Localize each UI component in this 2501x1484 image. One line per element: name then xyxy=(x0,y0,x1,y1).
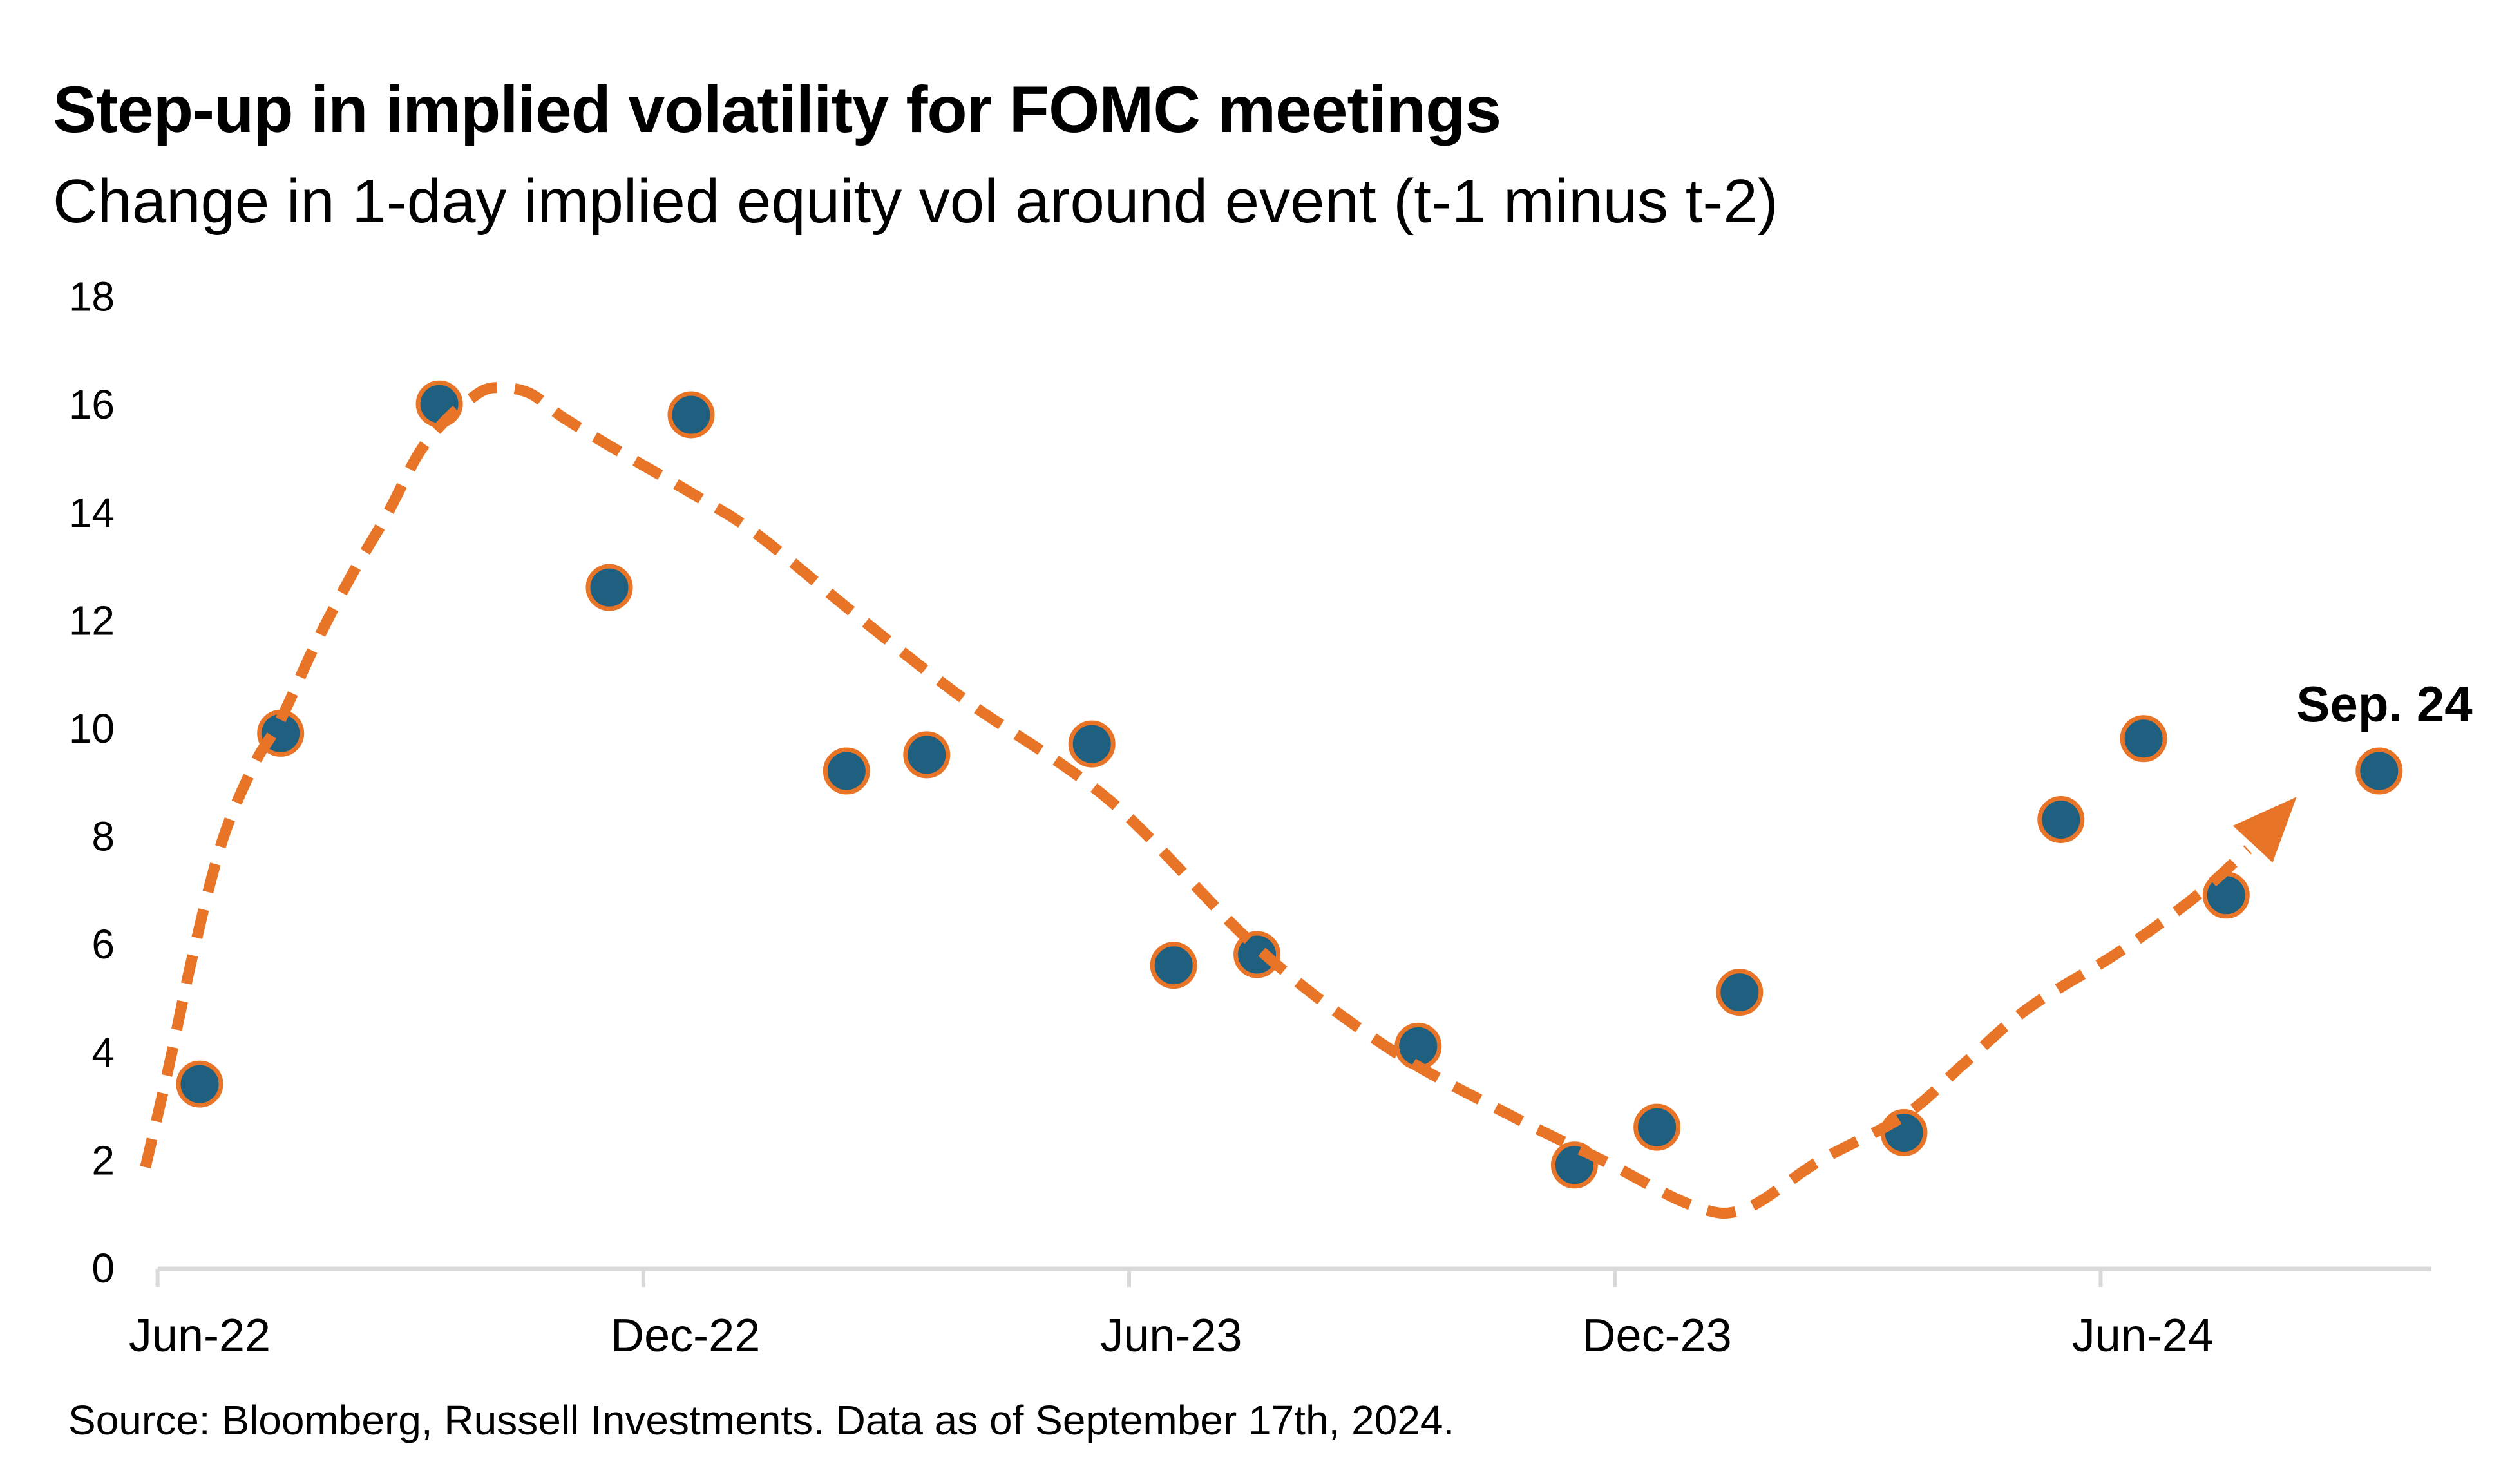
data-points xyxy=(176,380,2403,1189)
y-tick-label: 14 xyxy=(69,490,115,536)
dashed-trendline xyxy=(140,381,2297,1219)
data-point xyxy=(2037,796,2085,843)
trend-arrowhead-icon xyxy=(2232,797,2297,863)
y-tick-label: 6 xyxy=(91,921,115,967)
data-point xyxy=(1068,720,1116,768)
annotation-sep-24: Sep. 24 xyxy=(2296,676,2473,732)
data-point xyxy=(823,747,870,795)
x-tick-label: Jun-24 xyxy=(2072,1310,2214,1362)
data-point xyxy=(1233,931,1281,978)
data-point xyxy=(903,731,951,779)
x-tick-label: Dec-23 xyxy=(1583,1310,1732,1362)
data-point xyxy=(1716,969,1764,1016)
y-tick-label: 0 xyxy=(91,1245,115,1291)
data-point xyxy=(1633,1103,1681,1151)
y-tick-label: 4 xyxy=(91,1029,115,1076)
data-point xyxy=(176,1060,223,1108)
y-tick-label: 2 xyxy=(91,1137,115,1183)
x-tick-label: Jun-23 xyxy=(1100,1310,1242,1362)
x-axis-labels: Jun-22 Dec-22 Jun-23 Dec-23 Jun-24 xyxy=(129,1310,2214,1362)
chart-title: Step-up in implied volatility for FOMC m… xyxy=(53,73,1501,146)
data-point xyxy=(585,564,633,611)
x-tick-label: Dec-22 xyxy=(611,1310,760,1362)
y-tick-label: 10 xyxy=(69,705,115,752)
source-note: Source: Bloomberg, Russell Investments. … xyxy=(68,1397,1455,1443)
data-point xyxy=(667,391,715,439)
data-point xyxy=(1150,942,1197,989)
data-point xyxy=(2120,715,2167,763)
y-tick-label: 12 xyxy=(69,597,115,643)
data-point xyxy=(2355,747,2403,795)
x-axis xyxy=(155,1266,2431,1287)
y-tick-label: 18 xyxy=(69,274,115,320)
y-tick-label: 8 xyxy=(91,813,115,860)
data-point xyxy=(1880,1109,1928,1156)
y-axis-labels: 0 2 4 6 8 10 12 14 16 18 xyxy=(69,274,115,1291)
y-tick-label: 16 xyxy=(69,381,115,428)
trend-dashed-path xyxy=(140,381,2252,1219)
chart-subtitle: Change in 1-day implied equity vol aroun… xyxy=(53,167,1778,236)
x-tick-label: Jun-22 xyxy=(129,1310,271,1362)
